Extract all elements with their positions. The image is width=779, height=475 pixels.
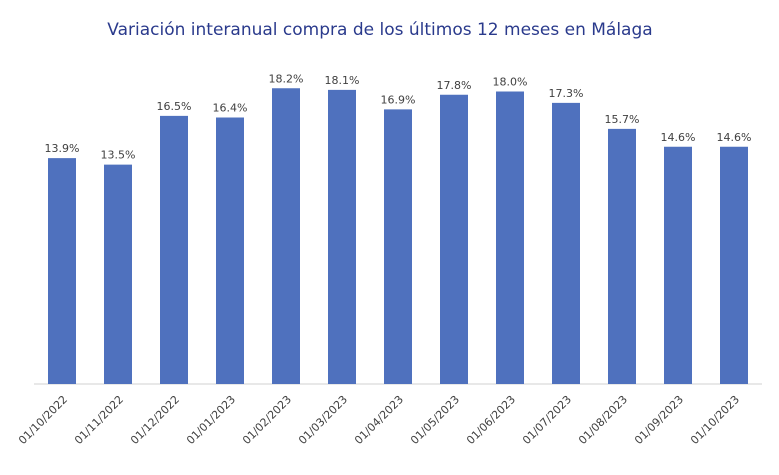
data-label: 16.4% (213, 102, 248, 115)
bar (664, 146, 692, 384)
bar (440, 94, 468, 384)
bar (104, 164, 132, 384)
data-label: 13.9% (45, 142, 80, 155)
data-label: 15.7% (605, 113, 640, 126)
data-label: 14.6% (661, 131, 696, 144)
data-label: 18.2% (269, 72, 304, 85)
data-label: 16.9% (381, 93, 416, 106)
bar (328, 89, 356, 384)
data-label: 18.1% (325, 74, 360, 87)
bar (608, 128, 636, 384)
data-label: 14.6% (717, 131, 752, 144)
bar (496, 91, 524, 384)
data-label: 17.8% (437, 79, 472, 92)
data-label: 18.0% (493, 76, 528, 89)
data-label: 17.3% (549, 87, 584, 100)
data-label: 13.5% (101, 149, 136, 162)
chart-title: Variación interanual compra de los últim… (107, 20, 652, 40)
bar (552, 102, 580, 384)
bar (720, 146, 748, 384)
bar (160, 115, 188, 384)
bar (384, 109, 412, 384)
bar (216, 117, 244, 384)
bar (48, 158, 76, 384)
bar (272, 88, 300, 384)
data-label: 16.5% (157, 100, 192, 113)
